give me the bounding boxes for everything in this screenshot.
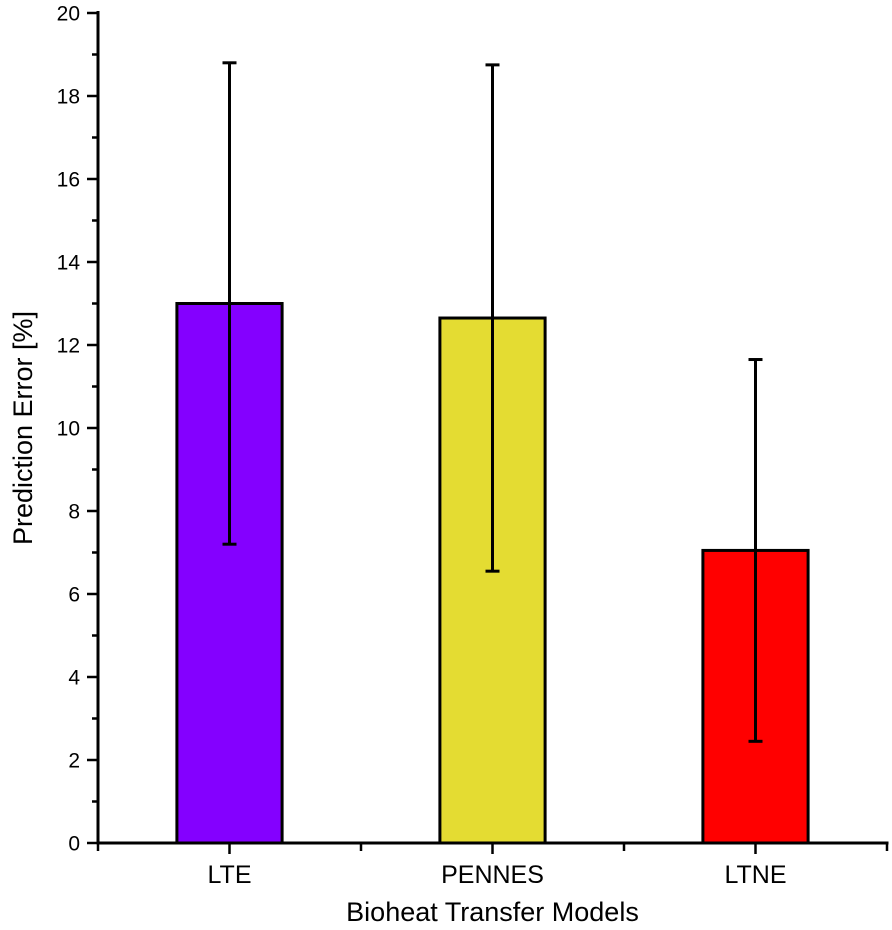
y-tick-label-18: 18 — [57, 86, 80, 109]
y-tick-label-20: 20 — [57, 3, 80, 26]
error-bars-layer — [222, 61, 763, 743]
tick-labels-layer: LTE PENNES LTNE 0 2 4 6 8 10 12 14 16 18 20 — [57, 3, 787, 890]
x-tick-label-lte: LTE — [208, 861, 252, 889]
y-tick-label-16: 16 — [57, 169, 80, 192]
x-tick-label-pennes: PENNES — [441, 861, 544, 889]
y-tick-label-6: 6 — [68, 584, 80, 607]
y-axis-title: Prediction Error [%] — [8, 311, 38, 545]
y-tick-label-2: 2 — [68, 750, 80, 773]
x-axis-title: Bioheat Transfer Models — [346, 897, 639, 927]
x-tick-label-ltne: LTNE — [724, 861, 786, 889]
y-tick-label-10: 10 — [57, 418, 80, 441]
axes-layer — [87, 11, 889, 854]
y-tick-label-8: 8 — [68, 501, 80, 524]
y-tick-label-12: 12 — [57, 335, 80, 358]
y-tick-label-4: 4 — [68, 667, 80, 690]
y-tick-label-0: 0 — [68, 833, 80, 856]
y-tick-label-14: 14 — [57, 252, 81, 275]
